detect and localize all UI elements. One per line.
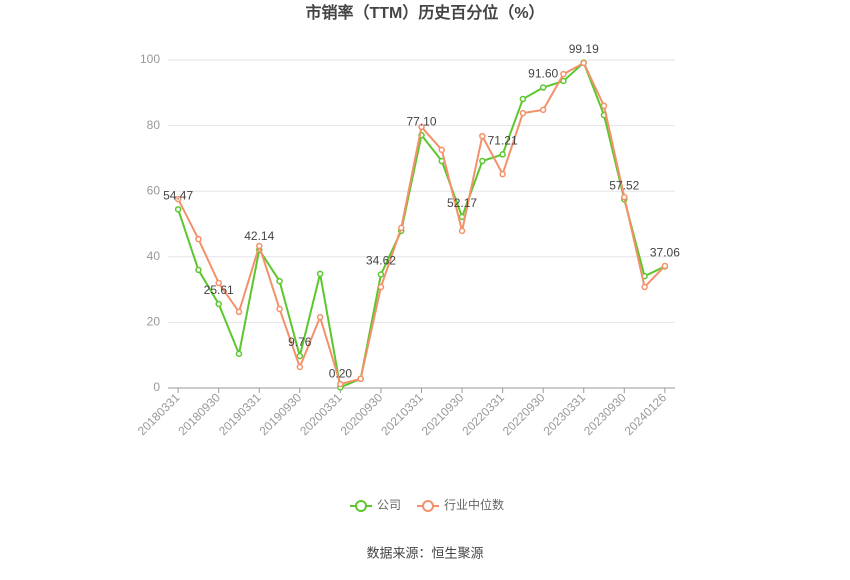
source-note: 数据来源：恒生聚源 [366, 545, 483, 560]
data-point [519, 95, 527, 103]
x-tick-label: 20210930 [419, 390, 467, 438]
data-point [215, 279, 222, 287]
y-tick-label: 40 [147, 249, 161, 263]
legend-label: 公司 [377, 498, 401, 512]
x-tick-label: 20210331 [378, 390, 426, 438]
data-point [438, 146, 446, 154]
data-label: 71.21 [488, 134, 518, 148]
data-label: 77.10 [406, 114, 436, 128]
x-tick-label: 20230930 [581, 390, 629, 438]
legend-marker [355, 500, 367, 512]
data-point [357, 375, 364, 383]
data-point [195, 266, 202, 274]
data-label: 9.76 [288, 335, 312, 349]
data-point [539, 106, 547, 114]
series-line [177, 61, 666, 386]
data-point [539, 84, 547, 91]
data-point [337, 380, 344, 388]
data-point [641, 283, 648, 291]
data-point [560, 77, 567, 85]
x-tick-label: 20180331 [135, 390, 183, 438]
data-point [276, 277, 283, 285]
data-point [296, 352, 304, 360]
data-point [580, 59, 587, 67]
data-point [377, 271, 385, 278]
data-point [174, 195, 182, 203]
data-point [458, 227, 466, 235]
data-point [621, 193, 628, 201]
data-point [479, 157, 486, 165]
data-point [418, 123, 425, 131]
data-point [235, 308, 243, 316]
y-tick-label: 80 [147, 118, 161, 132]
data-point [276, 305, 283, 313]
x-tick-label: 20190331 [216, 390, 264, 438]
x-tick-label: 20200331 [297, 390, 345, 438]
data-label: 37.06 [650, 246, 680, 260]
x-tick-label: 20220930 [500, 390, 548, 438]
data-label: 42.14 [244, 229, 274, 243]
data-point [215, 300, 222, 308]
data-point [316, 313, 324, 321]
y-tick-label: 60 [147, 183, 161, 197]
x-tick-label: 20180930 [175, 390, 223, 438]
data-label: 57.52 [609, 179, 639, 193]
data-point [377, 283, 385, 291]
data-label: 25.61 [204, 283, 234, 297]
data-point [519, 109, 527, 117]
data-point [296, 363, 304, 371]
data-label: 0.20 [329, 367, 353, 381]
y-tick-label: 0 [153, 380, 160, 394]
x-tick-label: 20240126 [622, 390, 670, 438]
data-label: 91.60 [528, 67, 558, 81]
data-point [235, 350, 243, 358]
data-label: 99.19 [569, 42, 599, 56]
x-tick-label: 20220331 [459, 390, 507, 438]
data-point [499, 151, 506, 158]
data-point [397, 224, 405, 232]
data-point [195, 235, 202, 243]
x-tick-label: 20230331 [540, 390, 588, 438]
data-point [499, 170, 506, 178]
data-label: 34.62 [366, 254, 396, 268]
x-tick-label: 20190930 [257, 390, 305, 438]
legend-label: 行业中位数 [444, 497, 504, 512]
data-point [479, 132, 486, 140]
data-point [600, 102, 608, 110]
legend-marker [422, 500, 435, 512]
data-label: 54.47 [163, 189, 193, 203]
data-point [560, 70, 567, 78]
series-line [177, 60, 666, 389]
y-tick-label: 20 [147, 315, 161, 329]
chart-title: 市销率（TTM）历史百分位（%） [305, 3, 544, 22]
data-point [174, 206, 182, 213]
data-point [316, 270, 324, 278]
data-point [661, 262, 669, 270]
data-point [256, 242, 263, 250]
y-tick-label: 100 [140, 52, 160, 66]
x-tick-label: 20200930 [338, 390, 386, 438]
data-label: 52.17 [447, 196, 477, 210]
